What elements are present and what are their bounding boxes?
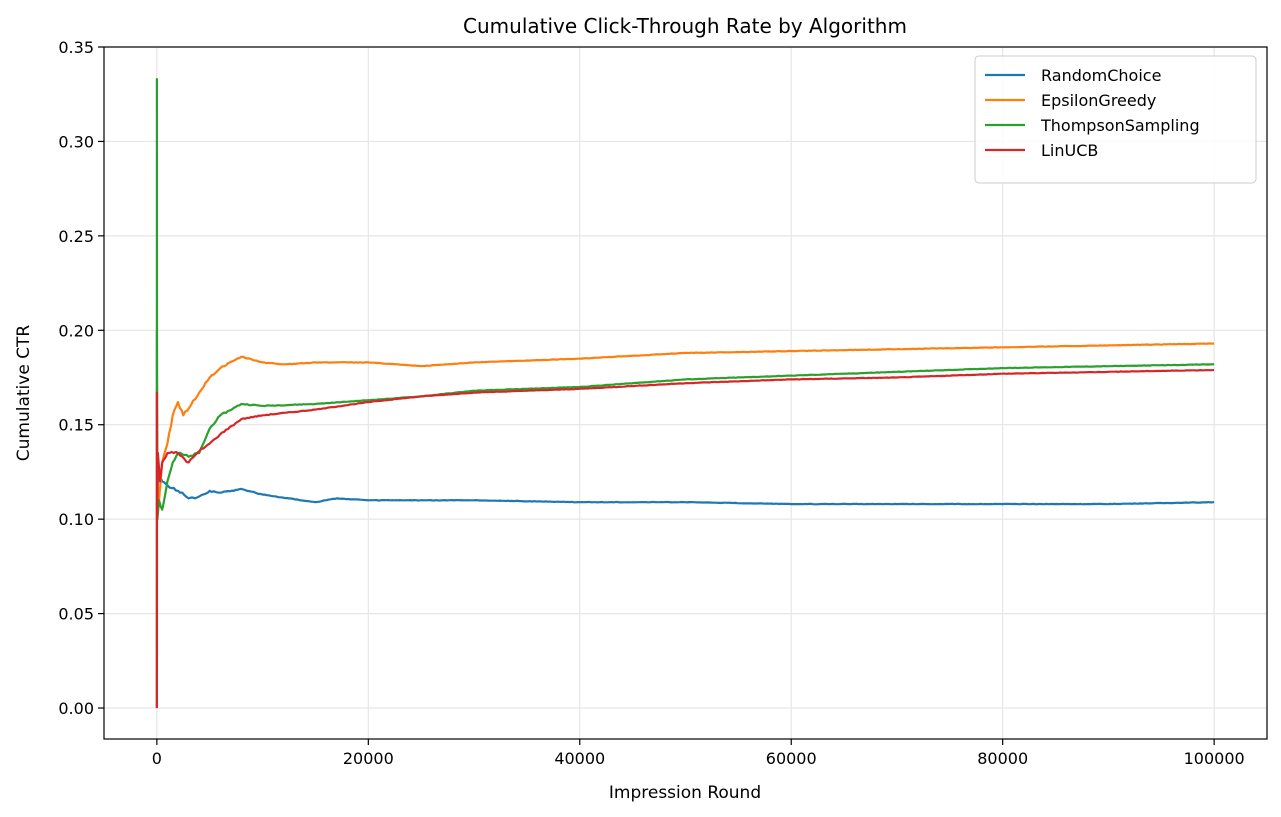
y-tick-label: 0.10 [58,510,94,529]
y-tick-label: 0.25 [58,227,94,246]
y-tick-label: 0.05 [58,605,94,624]
y-tick-label: 0.00 [58,699,94,718]
series-line-RandomChoice [155,330,1215,521]
series-lines [155,78,1215,709]
x-axis-label: Impression Round [609,783,761,803]
x-tick-label: 20000 [343,749,394,768]
legend-label: RandomChoice [1041,66,1161,85]
legend-box [974,55,1257,184]
legend: RandomChoice EpsilonGreedy ThompsonSamplin… [974,55,1257,184]
y-tick-label: 0.30 [58,132,94,151]
y-tick-label: 0.35 [58,38,94,57]
y-tick-label: 0.15 [58,416,94,435]
plot-frame [103,46,1268,740]
x-tick-label: 40000 [554,749,605,768]
series-line-ThompsonSampling [155,78,1215,708]
legend-label: ThompsonSampling [1040,116,1200,135]
x-tick-label: 80000 [977,749,1028,768]
axis-ticks: 0 20000 40000 60000 80000 100000 0.00 0.05 0.10 0… [58,38,1244,768]
legend-label: EpsilonGreedy [1041,91,1156,110]
x-tick-label: 0 [152,749,162,768]
series-line-EpsilonGreedy [155,342,1215,709]
chart-title: Cumulative Click-Through Rate by Algorit… [463,14,907,38]
y-axis-label: Cumulative CTR [14,325,34,462]
series-line-LinUCB [155,368,1215,708]
x-tick-label: 60000 [766,749,817,768]
x-tick-label: 100000 [1184,749,1245,768]
y-tick-label: 0.20 [58,321,94,340]
legend-label: LinUCB [1041,141,1098,160]
